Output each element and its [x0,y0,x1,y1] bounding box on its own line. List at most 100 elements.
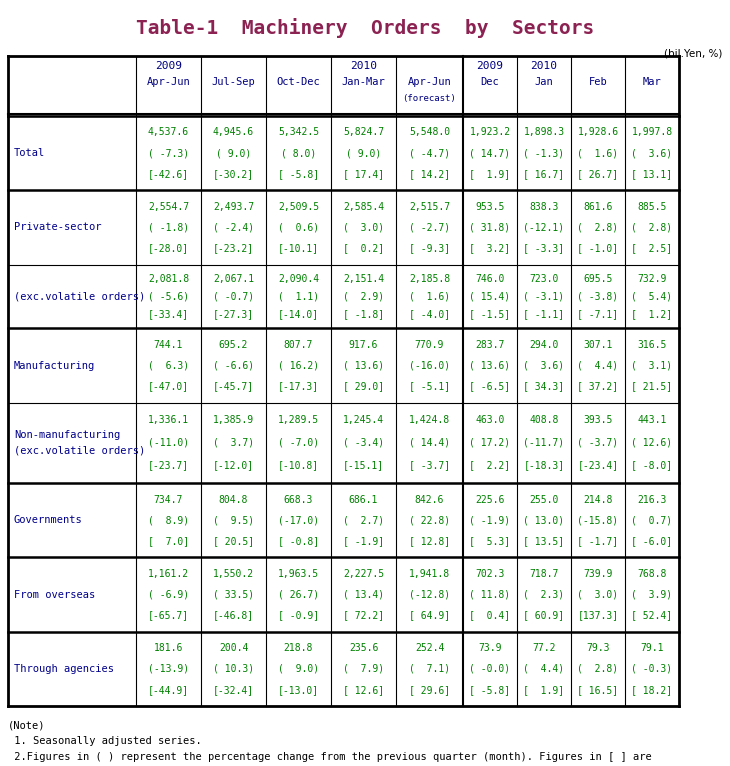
Text: [-13.0]: [-13.0] [278,685,319,695]
Text: 695.5: 695.5 [583,273,612,283]
Text: 463.0: 463.0 [475,415,504,425]
Text: 723.0: 723.0 [529,273,558,283]
Text: ( 10.3): ( 10.3) [213,664,254,674]
Text: 316.5: 316.5 [637,340,666,350]
Text: 842.6: 842.6 [415,495,444,505]
Text: ( -6.9): ( -6.9) [148,590,189,600]
Text: Through agencies: Through agencies [14,664,114,674]
Text: [ -0.9]: [ -0.9] [278,611,319,620]
Text: (  3.0): ( 3.0) [343,222,384,232]
Text: Dec: Dec [480,77,499,87]
Text: [  2.5]: [ 2.5] [631,243,672,254]
Text: 4,945.6: 4,945.6 [213,127,254,137]
Text: Mar: Mar [642,77,661,87]
Text: (-16.0): (-16.0) [409,361,450,371]
Text: (  2.3): ( 2.3) [523,590,564,600]
Text: ( 13.6): ( 13.6) [469,361,510,371]
Text: 5,824.7: 5,824.7 [343,127,384,137]
Text: (  0.7): ( 0.7) [631,516,672,525]
Text: (  7.1): ( 7.1) [409,664,450,674]
Text: 1,289.5: 1,289.5 [278,415,319,425]
Text: 1,385.9: 1,385.9 [213,415,254,425]
Text: (  4.4): ( 4.4) [577,361,618,371]
Text: 1,963.5: 1,963.5 [278,569,319,579]
Text: 807.7: 807.7 [284,340,313,350]
Text: ( 9.0): ( 9.0) [216,148,251,158]
Text: Table-1  Machinery  Orders  by  Sectors: Table-1 Machinery Orders by Sectors [136,18,594,38]
Text: (  2.9): ( 2.9) [343,292,384,302]
Text: [ -4.0]: [ -4.0] [409,309,450,319]
Text: [ 13.1]: [ 13.1] [631,169,672,179]
Text: ( 33.5): ( 33.5) [213,590,254,600]
Text: (  3.6): ( 3.6) [631,148,672,158]
Text: (  7.9): ( 7.9) [343,664,384,674]
Text: ( -5.6): ( -5.6) [148,292,189,302]
Text: [ -6.0]: [ -6.0] [631,536,672,546]
Text: 443.1: 443.1 [637,415,666,425]
Text: [-42.6]: [-42.6] [148,169,189,179]
Text: 79.3: 79.3 [586,643,610,653]
Text: 885.5: 885.5 [637,201,666,211]
Text: ( -3.8): ( -3.8) [577,292,618,302]
Text: [ 16.7]: [ 16.7] [523,169,564,179]
Text: [ -1.0]: [ -1.0] [577,243,618,254]
Text: 283.7: 283.7 [475,340,504,350]
Text: [-65.7]: [-65.7] [148,611,189,620]
Text: [  0.4]: [ 0.4] [469,611,510,620]
Text: ( 11.8): ( 11.8) [469,590,510,600]
Text: (forecast): (forecast) [403,93,456,103]
Text: 2,515.7: 2,515.7 [409,201,450,211]
Text: (  6.3): ( 6.3) [148,361,189,371]
Text: 225.6: 225.6 [475,495,504,505]
Text: [ -5.8]: [ -5.8] [278,169,319,179]
Text: [-23.4]: [-23.4] [577,460,618,470]
Text: 294.0: 294.0 [529,340,558,350]
Text: 2,554.7: 2,554.7 [148,201,189,211]
Text: ( -2.7): ( -2.7) [409,222,450,232]
Text: (  3.6): ( 3.6) [523,361,564,371]
Text: [ -0.8]: [ -0.8] [278,536,319,546]
Text: 307.1: 307.1 [583,340,612,350]
Text: (-12.8): (-12.8) [409,590,450,600]
Text: (  2.7): ( 2.7) [343,516,384,525]
Text: [  3.2]: [ 3.2] [469,243,510,254]
Text: Jan-Mar: Jan-Mar [342,77,385,87]
Text: ( 12.6): ( 12.6) [631,438,672,448]
Text: [ 12.8]: [ 12.8] [409,536,450,546]
Text: (bil.Yen, %): (bil.Yen, %) [664,48,722,58]
Text: ( 22.8): ( 22.8) [409,516,450,525]
Text: 252.4: 252.4 [415,643,444,653]
Text: (exc.volatile orders): (exc.volatile orders) [14,292,145,302]
Text: (Note): (Note) [8,720,45,730]
Text: [-47.0]: [-47.0] [148,381,189,391]
Text: [ -9.3]: [ -9.3] [409,243,450,254]
Text: 695.2: 695.2 [219,340,248,350]
Text: [ 20.5]: [ 20.5] [213,536,254,546]
Text: 668.3: 668.3 [284,495,313,505]
Text: Total: Total [14,148,45,158]
Text: [ 60.9]: [ 60.9] [523,611,564,620]
Text: [ -5.8]: [ -5.8] [469,685,510,695]
Text: ( 31.8): ( 31.8) [469,222,510,232]
Text: Feb: Feb [588,77,607,87]
Text: (  3.9): ( 3.9) [631,590,672,600]
Text: ( -7.3): ( -7.3) [148,148,189,158]
Text: 734.7: 734.7 [154,495,183,505]
Text: (  3.0): ( 3.0) [577,590,618,600]
Text: 2,067.1: 2,067.1 [213,273,254,283]
Text: [ -1.8]: [ -1.8] [343,309,384,319]
Text: [ -1.1]: [ -1.1] [523,309,564,319]
Text: 5,548.0: 5,548.0 [409,127,450,137]
Text: 1,928.6: 1,928.6 [577,127,618,137]
Text: (  0.6): ( 0.6) [278,222,319,232]
Text: [ 64.9]: [ 64.9] [409,611,450,620]
Text: 200.4: 200.4 [219,643,248,653]
Text: 235.6: 235.6 [349,643,378,653]
Text: [ 13.5]: [ 13.5] [523,536,564,546]
Text: [-23.7]: [-23.7] [148,460,189,470]
Text: ( -3.4): ( -3.4) [343,438,384,448]
Text: 73.9: 73.9 [478,643,502,653]
Text: 702.3: 702.3 [475,569,504,579]
Text: 732.9: 732.9 [637,273,666,283]
Text: (  4.4): ( 4.4) [523,664,564,674]
